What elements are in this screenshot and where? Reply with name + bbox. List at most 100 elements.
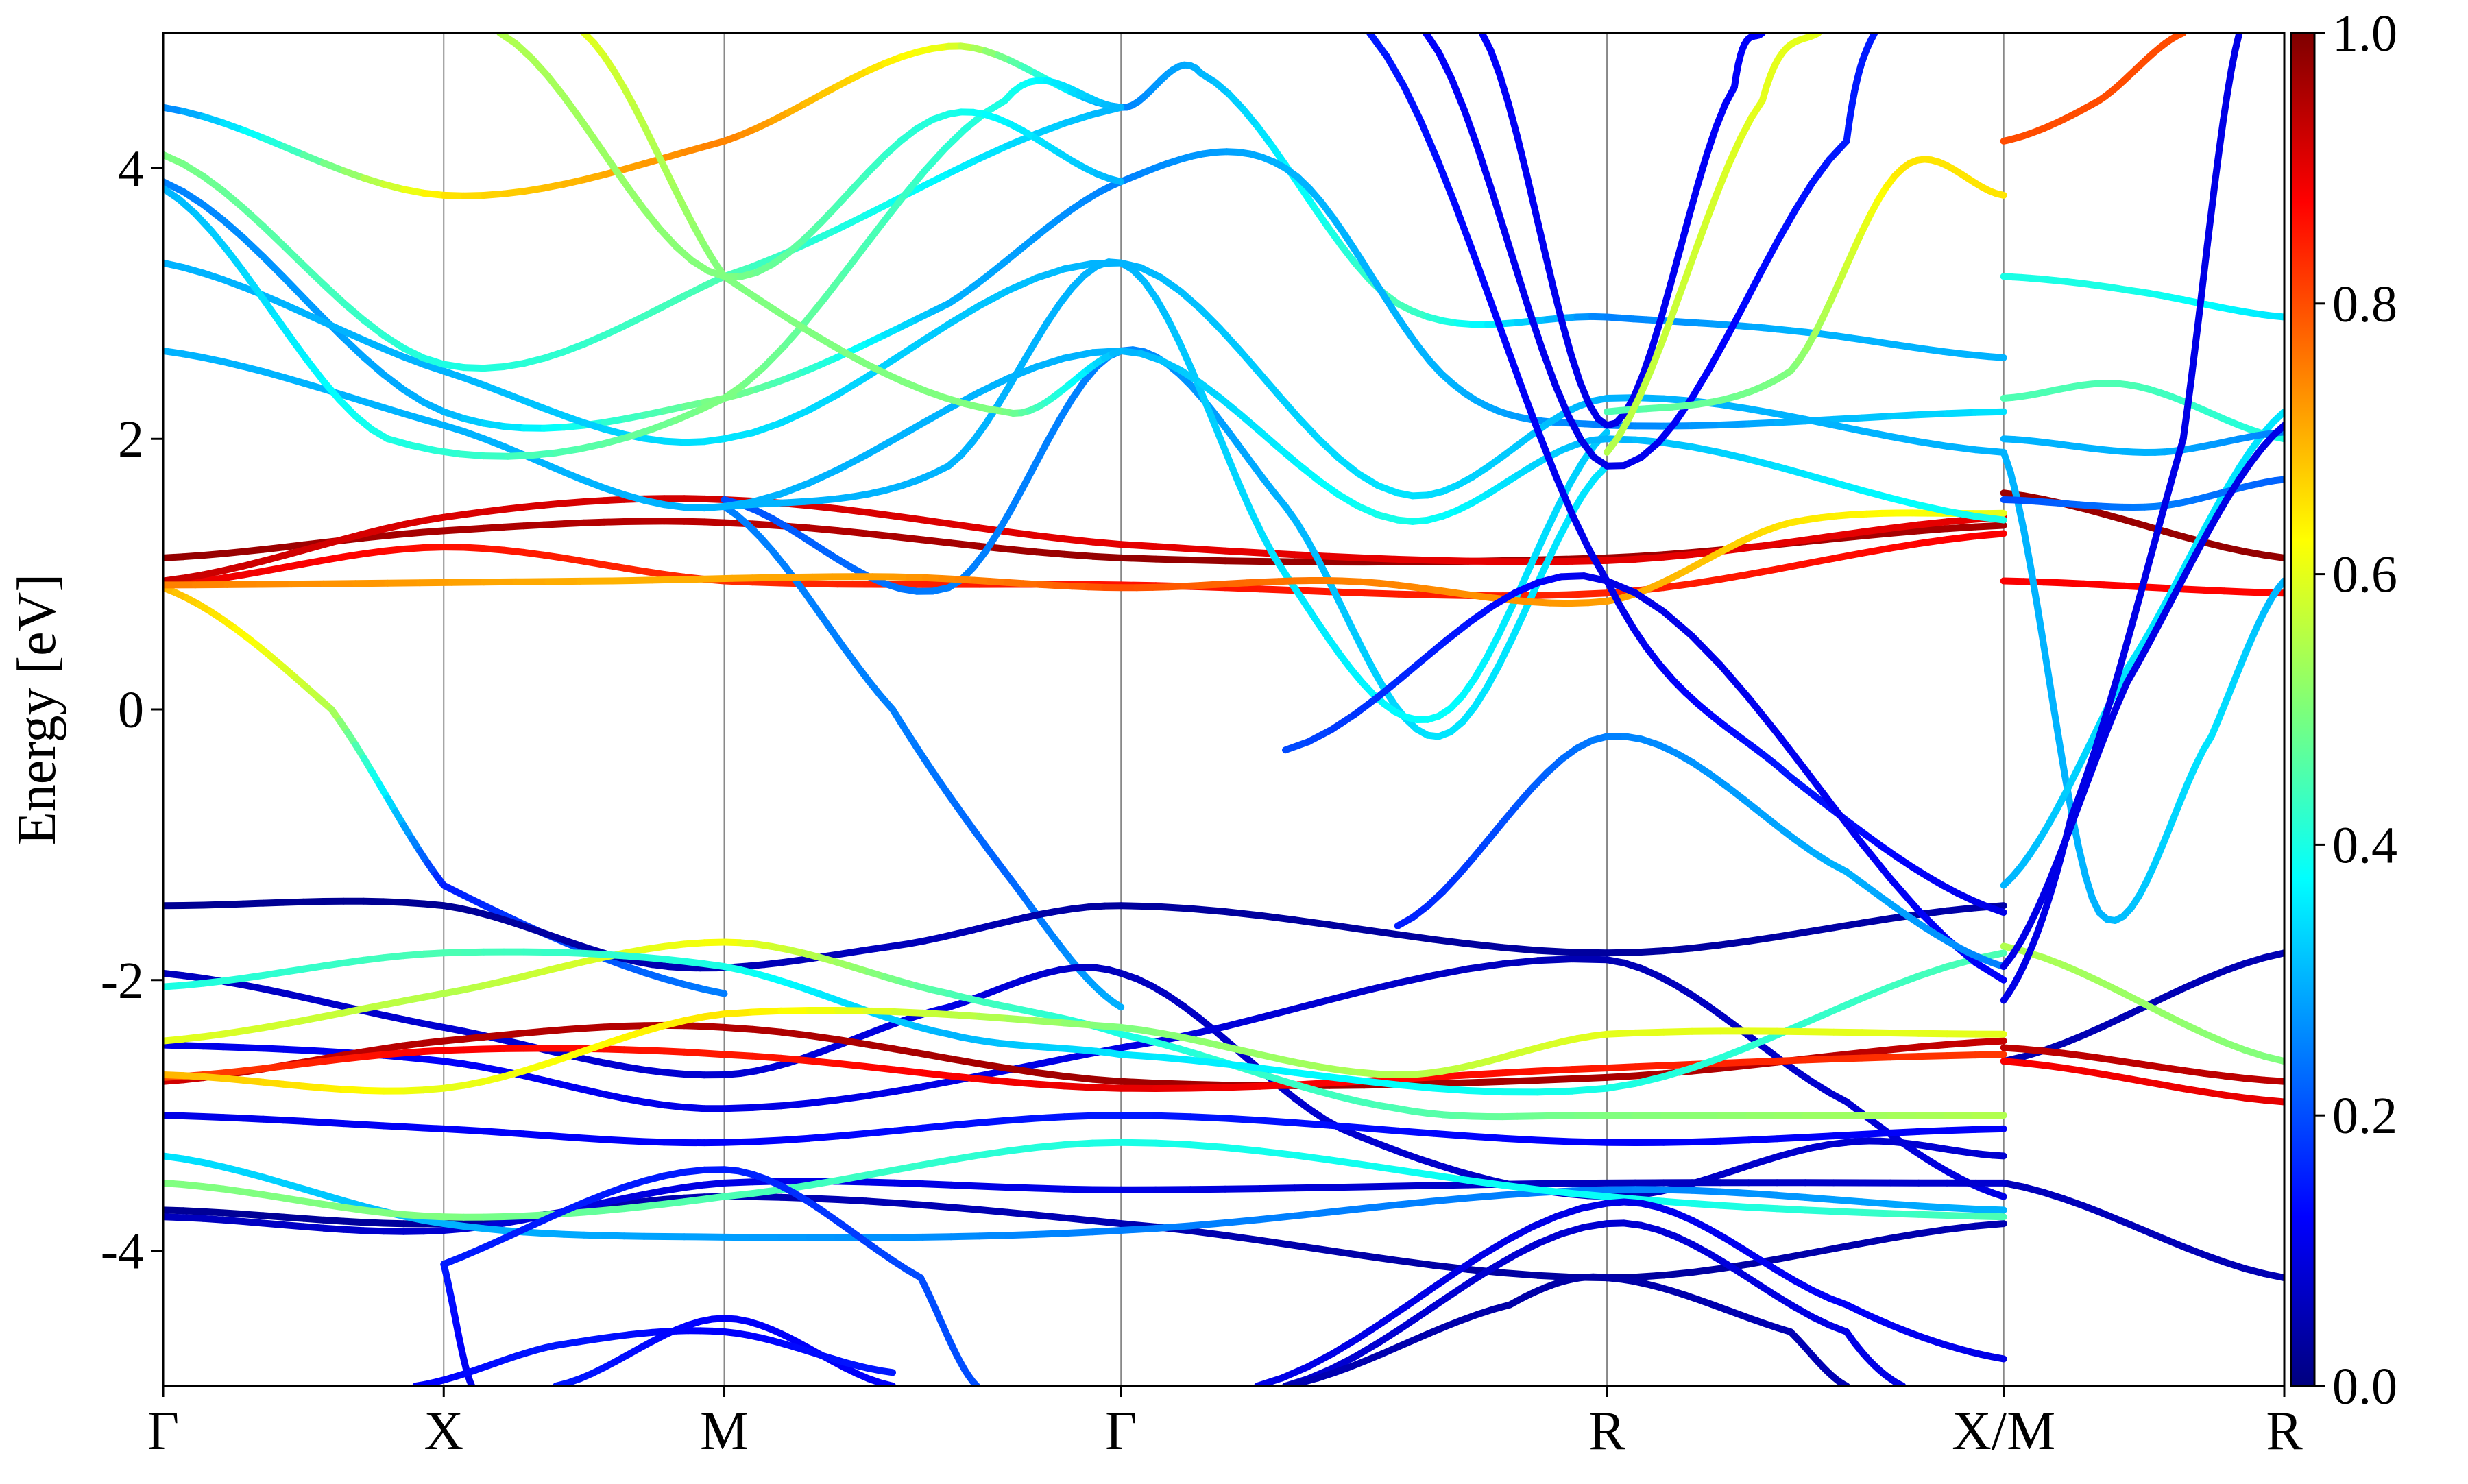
band-segment bbox=[866, 512, 894, 516]
band-segment bbox=[1468, 1180, 1503, 1185]
band-segment bbox=[1008, 1234, 1036, 1235]
band-segment bbox=[2183, 410, 2188, 439]
y-tick-label: 4 bbox=[118, 140, 144, 197]
band-segment bbox=[866, 1044, 894, 1049]
band-segment bbox=[1664, 1142, 1692, 1143]
band-segment bbox=[1191, 549, 1226, 551]
band-segment bbox=[1890, 1132, 1918, 1133]
band-segment bbox=[1433, 1083, 1468, 1084]
band-segment bbox=[810, 528, 838, 531]
band-segment bbox=[1468, 944, 1503, 947]
band-segment bbox=[1093, 1221, 1121, 1224]
band-segment bbox=[1156, 1088, 1191, 1089]
band-segment bbox=[980, 1121, 1008, 1123]
band-segment bbox=[1538, 1190, 1573, 1194]
x-tick-label: R bbox=[1588, 1401, 1625, 1461]
band-segment bbox=[1433, 1134, 1468, 1136]
band-segment bbox=[1260, 1216, 1295, 1219]
band-segment bbox=[1191, 1117, 1226, 1118]
band-segment bbox=[1121, 544, 1156, 546]
band-segment bbox=[1191, 1145, 1226, 1147]
band-segment bbox=[1805, 1136, 1833, 1137]
band-segment bbox=[923, 520, 951, 524]
band-segment bbox=[1720, 574, 1748, 579]
band-segment bbox=[1036, 1021, 1064, 1023]
band-segment bbox=[1890, 1234, 1918, 1239]
band-segment bbox=[1294, 1123, 1329, 1126]
band-segment bbox=[1093, 1230, 1121, 1232]
band-segment bbox=[725, 502, 753, 507]
band-segment bbox=[753, 1011, 781, 1012]
band-segment bbox=[1538, 1091, 1573, 1093]
band-segment bbox=[1538, 959, 1573, 960]
band-segment bbox=[781, 1139, 809, 1141]
band-segment bbox=[866, 533, 894, 537]
band-segment bbox=[1975, 533, 2003, 536]
band-segment bbox=[1065, 539, 1093, 542]
band-segment bbox=[2264, 1080, 2284, 1082]
band-segment bbox=[1503, 1071, 1538, 1073]
band-segment bbox=[1225, 1064, 1260, 1068]
band-segment bbox=[1468, 1195, 1503, 1198]
band-segment bbox=[1919, 522, 1947, 524]
band-segment bbox=[1156, 1226, 1191, 1228]
band-segment bbox=[1834, 418, 1862, 419]
band-segment bbox=[838, 509, 866, 512]
band-segment bbox=[866, 1067, 894, 1070]
band-segment bbox=[1538, 594, 1573, 595]
band-segment bbox=[1093, 1025, 1121, 1027]
band-segment bbox=[1975, 1209, 2003, 1210]
band-segment bbox=[1572, 1088, 1607, 1091]
band-segment bbox=[1156, 546, 1191, 548]
band-segment bbox=[1919, 1206, 1947, 1208]
band-segment bbox=[923, 1205, 951, 1207]
band-segment bbox=[1720, 1140, 1748, 1141]
band-segment bbox=[1947, 1226, 1975, 1230]
band-segment bbox=[2264, 1274, 2284, 1278]
band-segment bbox=[753, 1190, 781, 1194]
band-segment bbox=[1862, 1213, 1890, 1214]
band-segment bbox=[923, 1073, 951, 1076]
band-segment bbox=[838, 531, 866, 533]
band-segment bbox=[1890, 1213, 1918, 1214]
band-segment bbox=[1503, 947, 1538, 950]
band-segment bbox=[436, 450, 460, 454]
colorbar-tick-label: 0.4 bbox=[2332, 816, 2397, 874]
band-segment bbox=[2203, 245, 2207, 279]
band-segment bbox=[1947, 1208, 1975, 1209]
band-segment bbox=[1749, 1207, 1777, 1208]
band-segment bbox=[951, 1123, 979, 1126]
band-segment bbox=[1749, 1139, 1777, 1140]
band-segment bbox=[895, 537, 923, 540]
band-segment bbox=[1121, 1054, 1156, 1057]
band-segment bbox=[1065, 1086, 1093, 1087]
band-segment bbox=[1191, 1087, 1226, 1088]
band-segment bbox=[1399, 935, 1433, 940]
band-segment bbox=[1065, 1143, 1093, 1145]
band-segment bbox=[1947, 527, 1975, 529]
band-segment bbox=[1065, 1189, 1093, 1190]
x-tick-label: Γ bbox=[147, 1401, 179, 1461]
band-segment bbox=[725, 1027, 753, 1030]
band-segment bbox=[1225, 1086, 1260, 1088]
band-segment bbox=[1121, 1228, 1156, 1230]
band-segment bbox=[1156, 559, 1191, 560]
band-segment bbox=[1503, 1139, 1538, 1141]
x-tick-label: M bbox=[700, 1401, 749, 1461]
band-segment bbox=[2275, 479, 2284, 481]
band-segment bbox=[1862, 1133, 1890, 1134]
band-segment bbox=[1399, 1201, 1433, 1204]
band-segment bbox=[1065, 1232, 1093, 1233]
band-segment bbox=[1113, 351, 1121, 354]
band-segment bbox=[556, 449, 580, 453]
band-segment bbox=[1635, 1066, 1663, 1067]
band-segment bbox=[895, 1203, 923, 1205]
band-segment bbox=[1225, 1219, 1260, 1223]
band-segment bbox=[1834, 1032, 1862, 1033]
band-segment bbox=[980, 1151, 1008, 1155]
band-segment bbox=[1572, 1193, 1607, 1197]
band-segment bbox=[1191, 1189, 1226, 1190]
band-segment bbox=[1862, 1202, 1890, 1204]
band-segment bbox=[810, 1100, 838, 1104]
band-segment bbox=[532, 453, 556, 456]
